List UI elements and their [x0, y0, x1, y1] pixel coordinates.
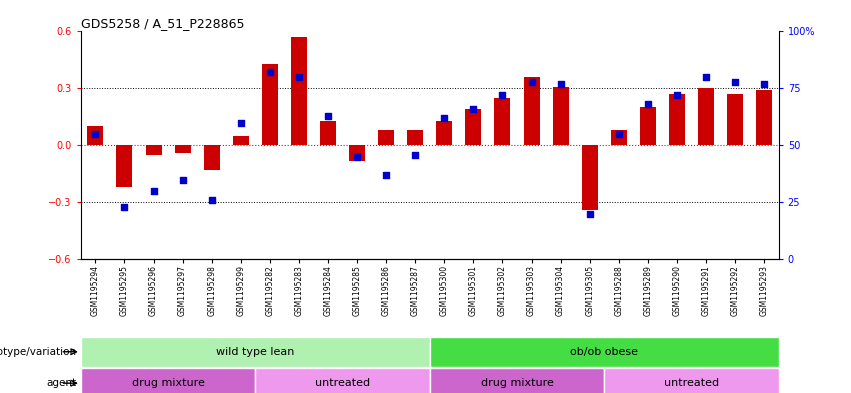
Text: untreated: untreated: [664, 378, 719, 388]
Text: genotype/variation: genotype/variation: [0, 347, 77, 357]
Bar: [117, 145, 133, 187]
Bar: [430, 337, 779, 367]
Point: [554, 81, 568, 87]
Point: [176, 176, 190, 183]
Point: [351, 154, 364, 160]
Point: [408, 151, 422, 158]
Text: agent: agent: [47, 378, 77, 388]
Text: wild type lean: wild type lean: [216, 347, 294, 357]
Bar: [757, 90, 772, 145]
Point: [292, 74, 306, 80]
Bar: [203, 145, 220, 170]
Bar: [604, 368, 779, 393]
Bar: [669, 94, 685, 145]
Point: [234, 119, 248, 126]
Bar: [465, 109, 482, 145]
Point: [466, 106, 480, 112]
Bar: [437, 121, 452, 145]
Bar: [174, 145, 191, 153]
Point: [321, 113, 334, 119]
Bar: [349, 145, 365, 161]
Text: GDS5258 / A_51_P228865: GDS5258 / A_51_P228865: [81, 17, 244, 30]
Bar: [320, 121, 336, 145]
Bar: [146, 145, 162, 155]
Bar: [233, 136, 248, 145]
Bar: [523, 77, 540, 145]
Bar: [640, 107, 656, 145]
Text: untreated: untreated: [315, 378, 370, 388]
Point: [757, 81, 771, 87]
Text: drug mixture: drug mixture: [132, 378, 204, 388]
Point: [670, 92, 683, 98]
Point: [146, 188, 160, 194]
Point: [728, 79, 742, 85]
Bar: [582, 145, 597, 210]
Bar: [408, 130, 423, 145]
Point: [700, 74, 713, 80]
Point: [117, 204, 131, 210]
Point: [495, 92, 509, 98]
Bar: [88, 127, 103, 145]
Bar: [727, 94, 743, 145]
Bar: [262, 64, 277, 145]
Text: drug mixture: drug mixture: [481, 378, 553, 388]
Bar: [255, 368, 430, 393]
Point: [437, 115, 451, 121]
Bar: [378, 130, 394, 145]
Point: [263, 69, 277, 75]
Point: [89, 131, 102, 137]
Bar: [291, 37, 307, 145]
Bar: [81, 368, 255, 393]
Point: [205, 197, 219, 203]
Bar: [552, 86, 568, 145]
Bar: [494, 98, 511, 145]
Bar: [698, 88, 714, 145]
Bar: [611, 130, 626, 145]
Point: [612, 131, 625, 137]
Point: [380, 172, 393, 178]
Point: [525, 79, 539, 85]
Bar: [81, 337, 430, 367]
Point: [583, 211, 597, 217]
Point: [641, 101, 654, 108]
Bar: [430, 368, 604, 393]
Text: ob/ob obese: ob/ob obese: [570, 347, 638, 357]
